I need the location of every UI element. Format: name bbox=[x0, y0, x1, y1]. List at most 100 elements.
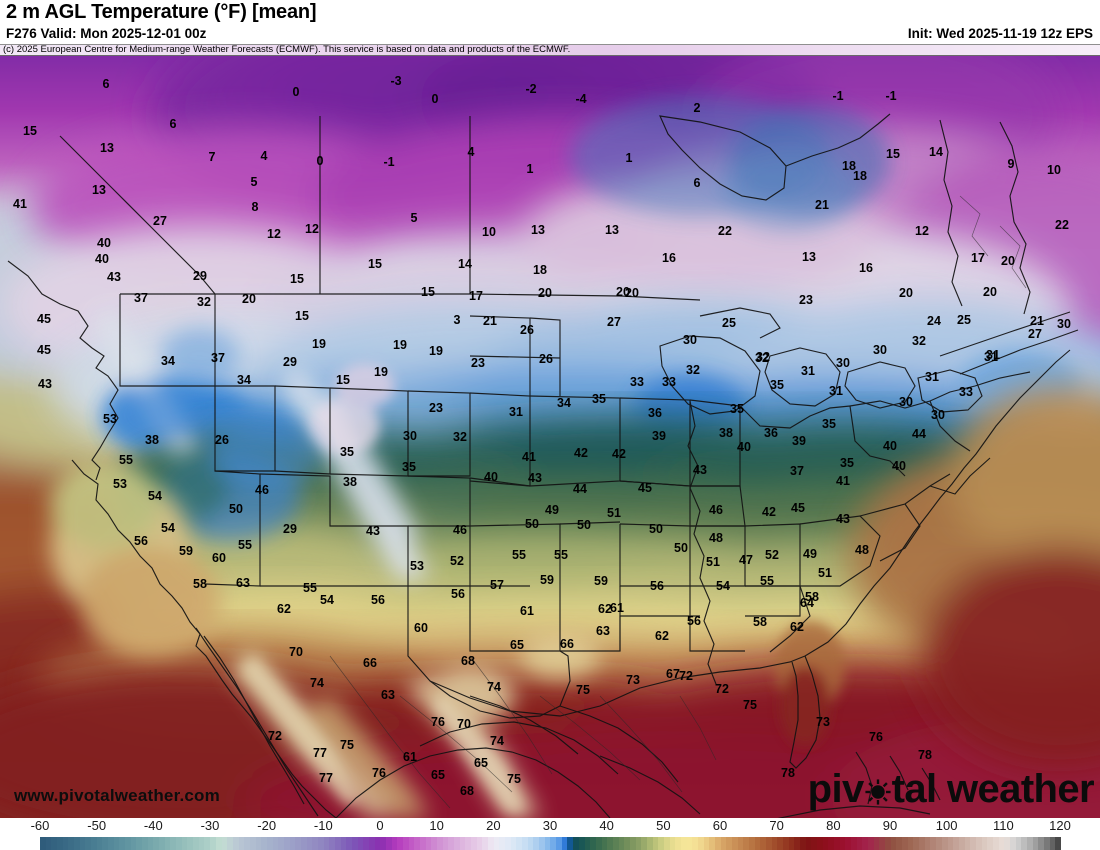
temperature-label: 76 bbox=[869, 729, 883, 744]
temperature-label: 48 bbox=[855, 542, 869, 557]
colorbar-segment bbox=[522, 837, 528, 850]
colorbar-segment bbox=[992, 837, 999, 850]
temperature-label: 20 bbox=[983, 284, 997, 299]
temperature-label: 56 bbox=[371, 592, 385, 607]
temperature-label: 42 bbox=[574, 445, 588, 460]
temperature-label: 26 bbox=[520, 322, 534, 337]
temperature-label: -4 bbox=[575, 91, 587, 106]
temperature-label: 49 bbox=[803, 546, 817, 561]
temperature-label: -3 bbox=[390, 73, 402, 88]
colorbar-segment bbox=[998, 837, 1005, 850]
colorbar-segment bbox=[505, 837, 511, 850]
temperature-label: 62 bbox=[790, 619, 804, 634]
temperature-label: 76 bbox=[431, 714, 445, 729]
colorbar-segment bbox=[635, 837, 642, 850]
colorbar-segment bbox=[1015, 837, 1022, 850]
temperature-label: 56 bbox=[451, 586, 465, 601]
temperature-label: 29 bbox=[283, 521, 297, 536]
temperature-label: 75 bbox=[507, 771, 521, 786]
temperature-label: 34 bbox=[161, 353, 175, 368]
colorbar-segment bbox=[663, 837, 670, 850]
colorbar-segment bbox=[153, 837, 160, 850]
temperature-label: 55 bbox=[119, 452, 133, 467]
temperature-label: 17 bbox=[971, 250, 985, 265]
temperature-label: 59 bbox=[179, 543, 193, 558]
temperature-label: 15 bbox=[23, 123, 37, 138]
colorbar-segment bbox=[1026, 837, 1033, 850]
temperature-label: 20 bbox=[538, 285, 552, 300]
colorbar-segment bbox=[334, 837, 341, 850]
colorbar-segment bbox=[771, 837, 778, 850]
colorbar-segment bbox=[91, 837, 97, 850]
colorbar-segment bbox=[970, 837, 976, 850]
colorbar-segment bbox=[164, 837, 171, 850]
temperature-label: 52 bbox=[450, 553, 464, 568]
temperature-label: 46 bbox=[255, 482, 269, 497]
temperature-label: 63 bbox=[381, 687, 395, 702]
temperature-label: 34 bbox=[557, 395, 571, 410]
colorbar-segment bbox=[595, 837, 602, 850]
temperature-label: 4 bbox=[467, 144, 475, 159]
temperature-label: 54 bbox=[716, 578, 730, 593]
temperature-label: 3 bbox=[453, 312, 461, 327]
colorbar-segment bbox=[930, 837, 937, 850]
temperature-label: 45 bbox=[791, 500, 805, 515]
temperature-label: 66 bbox=[560, 636, 574, 651]
colorbar-segment bbox=[964, 837, 971, 850]
colorbar-tick: 70 bbox=[769, 818, 784, 833]
temperature-label: 7 bbox=[208, 149, 216, 164]
temperature-label: 68 bbox=[460, 783, 474, 798]
colorbar-segment bbox=[414, 837, 421, 850]
temperature-label: 65 bbox=[474, 755, 488, 770]
temperature-label: 10 bbox=[1047, 162, 1061, 177]
colorbar-segment bbox=[45, 837, 52, 850]
colorbar-segment bbox=[1049, 837, 1056, 850]
temperature-label: 75 bbox=[743, 697, 757, 712]
colorbar-segment bbox=[981, 837, 988, 850]
colorbar-segment bbox=[686, 837, 693, 850]
temperature-label: -1 bbox=[885, 88, 897, 103]
temperature-label: 41 bbox=[522, 449, 536, 464]
temperature-map[interactable]: 6 6 0 -3 0 -2 -4 2 -1 -1 15 13 7 4 0 -1 4 1 1 6 18 15 14 9 10 13 5… bbox=[0, 56, 1100, 818]
temperature-label: 59 bbox=[540, 572, 554, 587]
colorbar-segment bbox=[493, 837, 500, 850]
temperature-label: 78 bbox=[918, 747, 932, 762]
colorbar-segment bbox=[351, 837, 358, 850]
colorbar-segment bbox=[987, 837, 993, 850]
temperature-label: 30 bbox=[931, 407, 945, 422]
temperature-label: 12 bbox=[305, 221, 319, 236]
colorbar-tick: 30 bbox=[542, 818, 558, 833]
colorbar-segment bbox=[255, 837, 262, 850]
temperature-label: 35 bbox=[340, 444, 354, 459]
colorbar-segment bbox=[669, 837, 676, 850]
temperature-label: 38 bbox=[145, 432, 159, 447]
temperature-label: 30 bbox=[873, 342, 887, 357]
colorbar-segment bbox=[340, 837, 347, 850]
colorbar-segment bbox=[856, 837, 863, 850]
temperature-label: 30 bbox=[403, 428, 417, 443]
temperature-label: 59 bbox=[594, 573, 608, 588]
colorbar-segment bbox=[215, 837, 222, 850]
temperature-label: 41 bbox=[836, 473, 850, 488]
colorbar-segment bbox=[533, 837, 540, 850]
colorbar[interactable]: -60 -50 -40 -30 -20 -10 0 10 20 30 40 50 60 70 80 90 100… bbox=[0, 818, 1100, 850]
temperature-label: 36 bbox=[764, 425, 778, 440]
colorbar-tick: -20 bbox=[257, 818, 277, 833]
temperature-label: 30 bbox=[1057, 316, 1071, 331]
colorbar-segment bbox=[221, 837, 228, 850]
temperature-label: 50 bbox=[229, 501, 243, 516]
temperature-label: 22 bbox=[718, 223, 732, 238]
temperature-label: 20 bbox=[1001, 253, 1015, 268]
temperature-label: 40 bbox=[484, 469, 498, 484]
colorbar-segment bbox=[130, 837, 137, 850]
colorbar-segment bbox=[641, 837, 647, 850]
colorbar-segment bbox=[283, 837, 290, 850]
temperature-label: 78 bbox=[781, 765, 795, 780]
temperature-label: 29 bbox=[193, 268, 207, 283]
temperature-label: 31 bbox=[509, 404, 523, 419]
temperature-label: -1 bbox=[832, 88, 844, 103]
temperature-label: 21 bbox=[483, 313, 497, 328]
colorbar-tick: 100 bbox=[935, 818, 958, 833]
temperature-label: 20 bbox=[242, 291, 256, 306]
